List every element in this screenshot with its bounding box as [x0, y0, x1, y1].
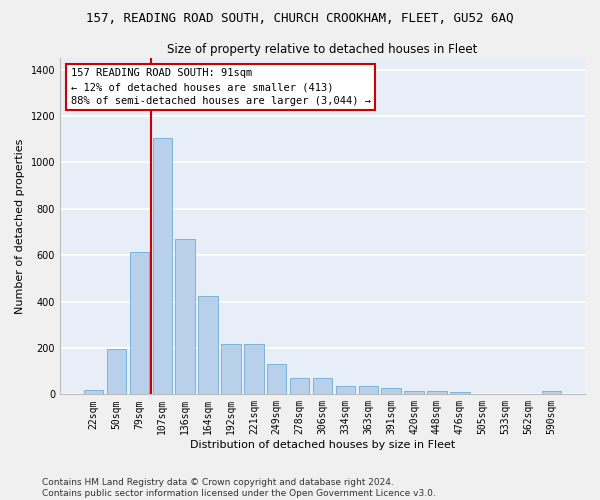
X-axis label: Distribution of detached houses by size in Fleet: Distribution of detached houses by size …: [190, 440, 455, 450]
Bar: [359, 386, 378, 394]
Bar: [313, 378, 332, 394]
Bar: [290, 378, 310, 394]
Text: 157, READING ROAD SOUTH, CHURCH CROOKHAM, FLEET, GU52 6AQ: 157, READING ROAD SOUTH, CHURCH CROOKHAM…: [86, 12, 514, 26]
Bar: [382, 388, 401, 394]
Bar: [199, 296, 218, 394]
Bar: [335, 386, 355, 394]
Y-axis label: Number of detached properties: Number of detached properties: [15, 138, 25, 314]
Bar: [130, 252, 149, 394]
Bar: [152, 138, 172, 394]
Bar: [175, 239, 195, 394]
Bar: [542, 391, 561, 394]
Title: Size of property relative to detached houses in Fleet: Size of property relative to detached ho…: [167, 42, 478, 56]
Text: Contains HM Land Registry data © Crown copyright and database right 2024.
Contai: Contains HM Land Registry data © Crown c…: [42, 478, 436, 498]
Bar: [427, 391, 446, 394]
Bar: [84, 390, 103, 394]
Text: 157 READING ROAD SOUTH: 91sqm
← 12% of detached houses are smaller (413)
88% of : 157 READING ROAD SOUTH: 91sqm ← 12% of d…: [71, 68, 371, 106]
Bar: [244, 344, 263, 395]
Bar: [267, 364, 286, 394]
Bar: [221, 344, 241, 395]
Bar: [404, 391, 424, 394]
Bar: [107, 349, 126, 395]
Bar: [450, 392, 470, 394]
